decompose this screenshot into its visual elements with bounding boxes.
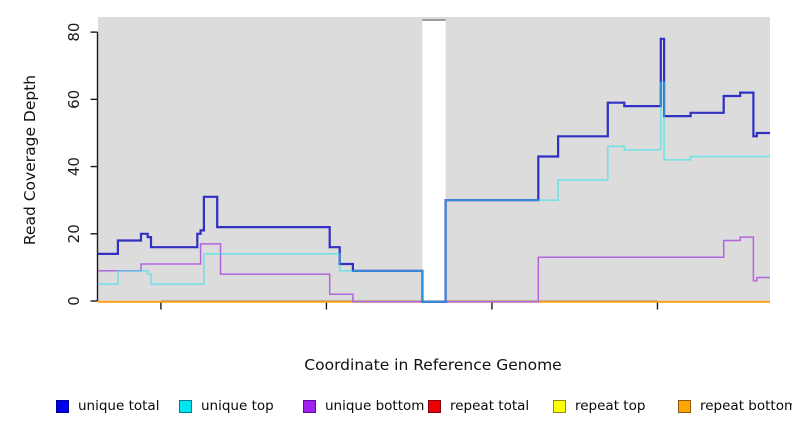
legend-label: repeat total bbox=[450, 398, 530, 414]
coverage-chart-canvas: 020406080258950259000259050259100 bbox=[65, 17, 770, 310]
legend-item-unique-top: unique top bbox=[179, 398, 274, 414]
legend-item-repeat-bottom: repeat bottom bbox=[678, 398, 792, 414]
legend-item-unique-bottom: unique bottom bbox=[303, 398, 424, 414]
missing-data-band bbox=[422, 21, 446, 301]
x-axis-title: Coordinate in Reference Genome bbox=[304, 356, 562, 374]
legend-label: unique total bbox=[78, 398, 160, 414]
series-group bbox=[98, 37, 770, 303]
legend-item-unique-total: unique total bbox=[56, 398, 159, 414]
unique-bottom-swatch-icon bbox=[303, 399, 316, 413]
y-tick-label: 0 bbox=[65, 296, 83, 306]
unique-total-swatch-icon bbox=[56, 399, 69, 413]
unique-top-swatch-icon bbox=[179, 399, 192, 413]
series-unique-top bbox=[98, 81, 770, 303]
legend-label: repeat top bbox=[575, 398, 646, 414]
legend-label: unique top bbox=[201, 398, 274, 414]
legend: unique total unique top unique bottom re… bbox=[0, 398, 792, 420]
legend-label: unique bottom bbox=[325, 398, 425, 414]
legend-item-repeat-total: repeat total bbox=[428, 398, 529, 414]
y-tick-label: 20 bbox=[65, 224, 83, 243]
y-tick-label: 40 bbox=[65, 157, 83, 176]
legend-item-repeat-top: repeat top bbox=[553, 398, 645, 414]
y-axis-title: Read Coverage Depth bbox=[21, 74, 39, 246]
repeat-total-swatch-icon bbox=[428, 399, 441, 413]
y-tick-label: 60 bbox=[65, 90, 83, 109]
repeat-bottom-swatch-icon bbox=[678, 399, 691, 413]
repeat-top-swatch-icon bbox=[553, 399, 566, 413]
legend-label: repeat bottom bbox=[700, 398, 792, 414]
y-tick-label: 80 bbox=[65, 23, 83, 42]
